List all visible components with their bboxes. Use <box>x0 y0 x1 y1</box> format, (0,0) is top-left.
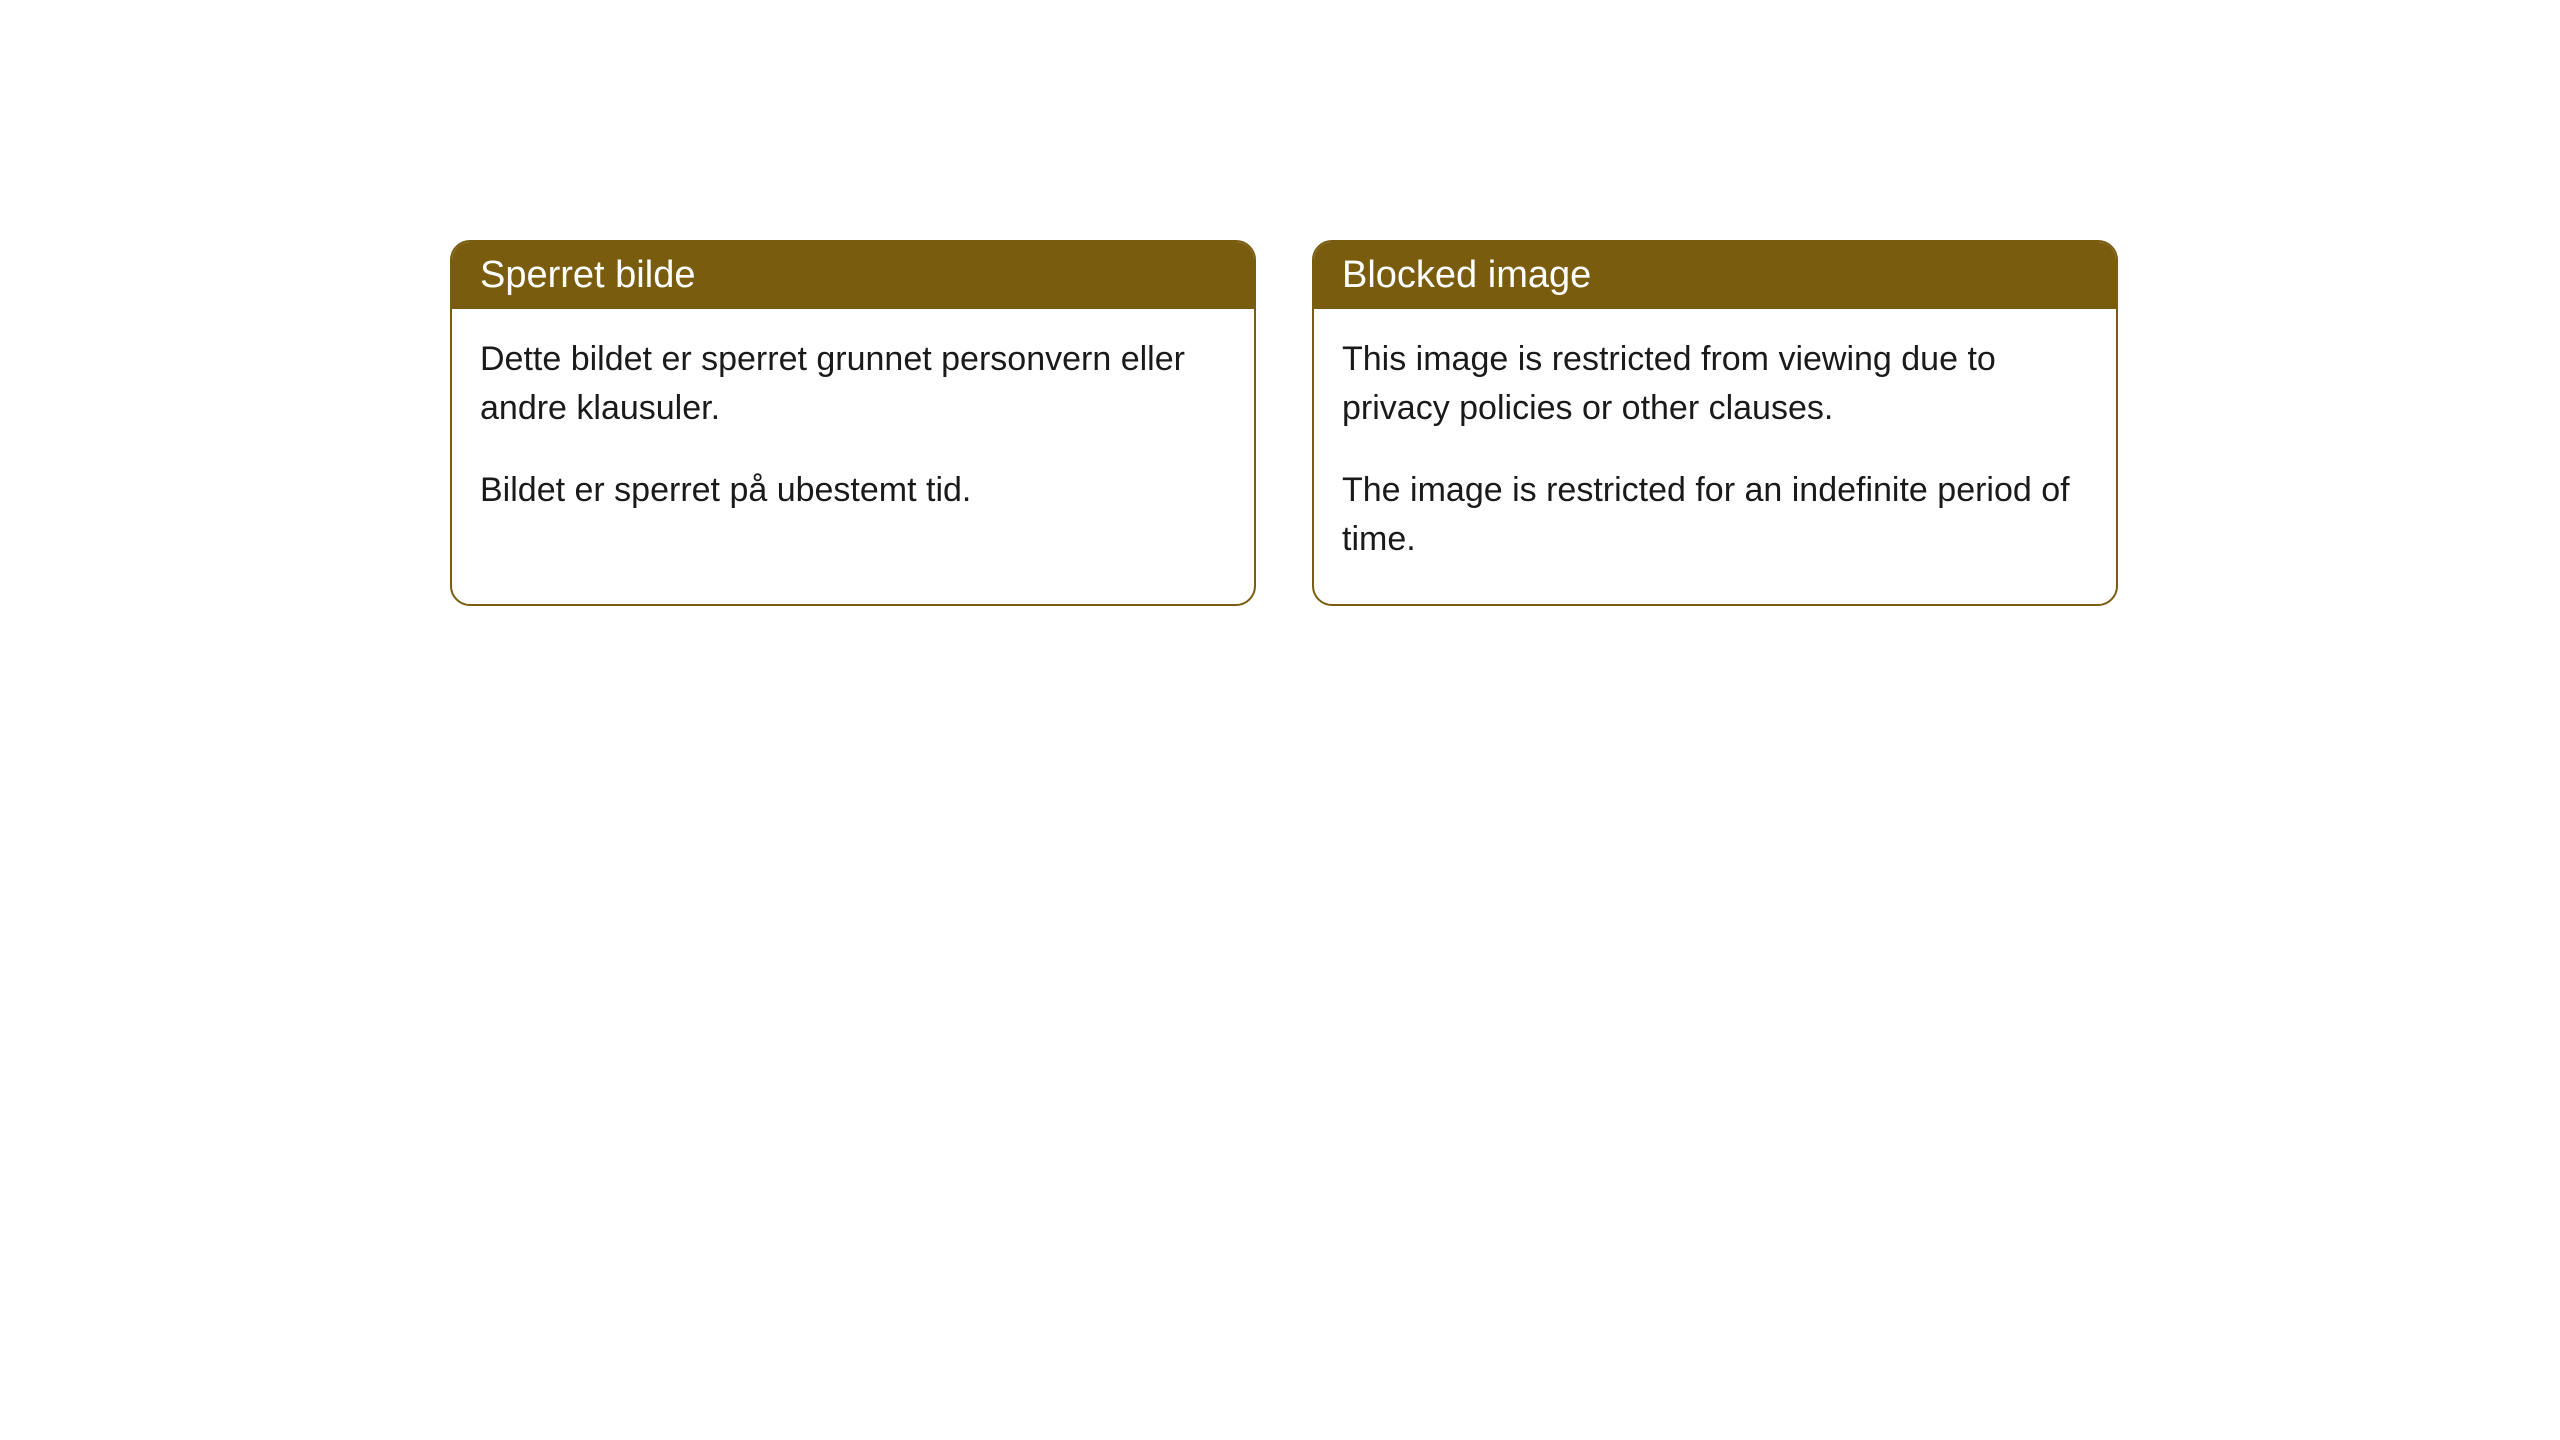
card-paragraph: Bildet er sperret på ubestemt tid. <box>480 466 1226 515</box>
card-paragraph: The image is restricted for an indefinit… <box>1342 466 2088 565</box>
notice-card-norwegian: Sperret bilde Dette bildet er sperret gr… <box>450 240 1256 606</box>
card-header-english: Blocked image <box>1314 242 2116 309</box>
notice-card-english: Blocked image This image is restricted f… <box>1312 240 2118 606</box>
notice-cards-container: Sperret bilde Dette bildet er sperret gr… <box>450 240 2118 606</box>
card-body-english: This image is restricted from viewing du… <box>1314 309 2116 604</box>
card-header-norwegian: Sperret bilde <box>452 242 1254 309</box>
card-title: Blocked image <box>1342 254 1591 296</box>
card-title: Sperret bilde <box>480 254 695 296</box>
card-paragraph: Dette bildet er sperret grunnet personve… <box>480 335 1226 434</box>
card-paragraph: This image is restricted from viewing du… <box>1342 335 2088 434</box>
card-body-norwegian: Dette bildet er sperret grunnet personve… <box>452 309 1254 555</box>
